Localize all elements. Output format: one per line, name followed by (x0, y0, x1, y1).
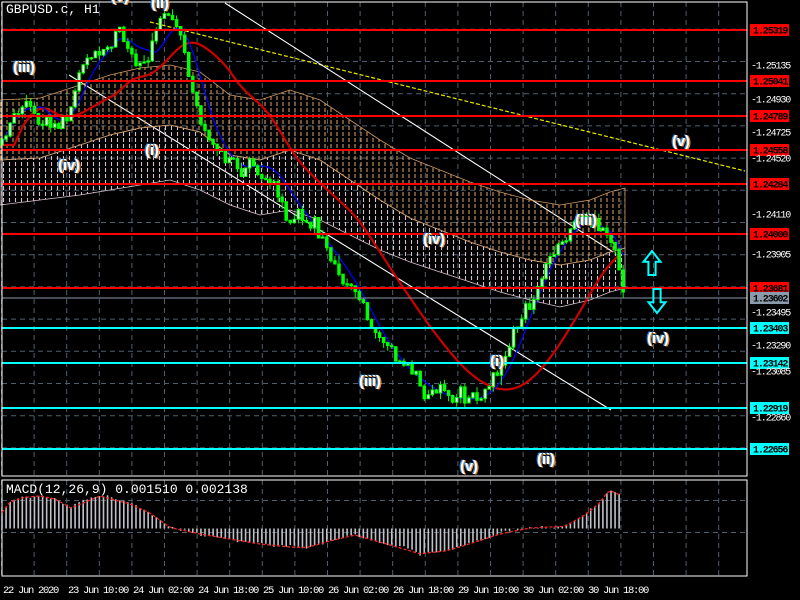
svg-text:-1.24725: -1.24725 (751, 129, 791, 140)
svg-text:-1.23905: -1.23905 (751, 251, 791, 262)
svg-text:1.25319: 1.25319 (753, 27, 788, 38)
svg-text:(v): (v) (111, 0, 129, 6)
svg-text:-1.24110: -1.24110 (751, 211, 791, 222)
svg-text:-1.25135: -1.25135 (751, 62, 791, 73)
svg-text:(v): (v) (460, 459, 478, 475)
svg-text:24 Jun 02:00: 24 Jun 02:00 (133, 585, 194, 597)
svg-text:30 Jun 02:00: 30 Jun 02:00 (523, 585, 584, 597)
svg-text:(iv): (iv) (423, 232, 445, 248)
svg-text:1.24789: 1.24789 (753, 113, 788, 124)
svg-text:1.25041: 1.25041 (753, 78, 788, 89)
svg-text:30 Jun 18:00: 30 Jun 18:00 (588, 585, 649, 597)
svg-text:26 Jun 02:00: 26 Jun 02:00 (328, 585, 389, 597)
svg-text:(iii): (iii) (359, 374, 381, 390)
svg-text:-1.22860: -1.22860 (751, 414, 791, 425)
svg-text:1.23403: 1.23403 (753, 325, 788, 336)
svg-text:MACD(12,26,9) 0.001510 0.00213: MACD(12,26,9) 0.001510 0.002138 (6, 482, 248, 497)
svg-text:(iv): (iv) (58, 158, 80, 174)
svg-text:-1.24520: -1.24520 (751, 155, 791, 166)
svg-text:(ii): (ii) (151, 0, 169, 12)
svg-text:(iii): (iii) (575, 213, 597, 229)
svg-text:(i): (i) (490, 354, 504, 370)
svg-text:(i): (i) (145, 143, 159, 159)
svg-text:1.22656: 1.22656 (753, 446, 788, 457)
svg-text:1.24284: 1.24284 (753, 181, 788, 192)
svg-text:23 Jun 10:00: 23 Jun 10:00 (68, 585, 129, 597)
svg-text:-1.24930: -1.24930 (751, 96, 791, 107)
svg-text:24 Jun 18:00: 24 Jun 18:00 (198, 585, 259, 597)
svg-text:-1.23085: -1.23085 (751, 368, 791, 379)
svg-text:-1.23495: -1.23495 (751, 309, 791, 320)
svg-text:25 Jun 10:00: 25 Jun 10:00 (263, 585, 324, 597)
svg-text:(v): (v) (672, 134, 690, 150)
svg-text:GBPUSD.c, H1: GBPUSD.c, H1 (6, 2, 100, 17)
svg-text:-1.23290: -1.23290 (751, 342, 791, 353)
svg-text:22 Jun 2020: 22 Jun 2020 (3, 585, 59, 597)
svg-text:1.23602: 1.23602 (753, 295, 788, 306)
svg-text:(iv): (iv) (647, 331, 669, 347)
svg-text:26 Jun 18:00: 26 Jun 18:00 (393, 585, 454, 597)
svg-text:1.24000: 1.24000 (753, 231, 788, 242)
svg-text:(ii): (ii) (537, 452, 555, 468)
svg-text:29 Jun 10:00: 29 Jun 10:00 (458, 585, 519, 597)
svg-text:(iii): (iii) (13, 60, 35, 76)
